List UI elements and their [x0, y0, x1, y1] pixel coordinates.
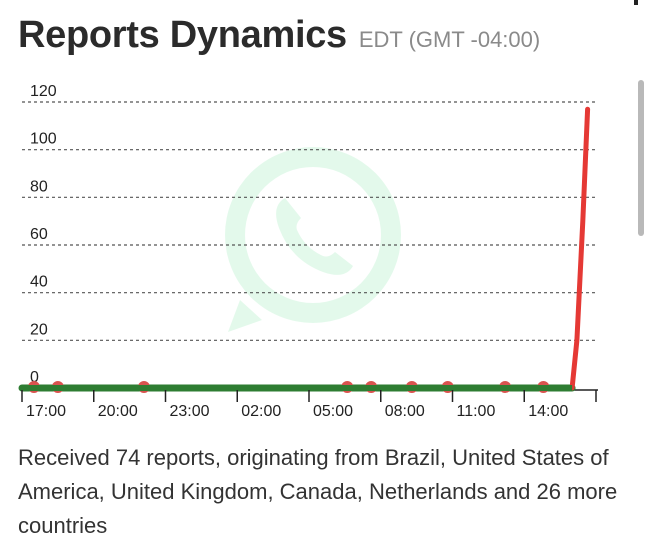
red-series-line [569, 106, 591, 391]
y-tick-label: 100 [30, 131, 57, 148]
x-tick-label: 14:00 [528, 403, 568, 420]
status-notch [634, 0, 638, 5]
x-tick-label: 20:00 [98, 403, 138, 420]
top-edge [0, 0, 650, 8]
y-tick-label: 60 [30, 226, 48, 243]
chart-header: Reports Dynamics EDT (GMT -04:00) [18, 14, 540, 57]
reports-chart: 0 20 40 60 80 100 120 17:00 20:00 23:00 02:00 05:0… [0, 70, 630, 430]
reports-summary: Received 74 reports, originating from Br… [18, 445, 618, 538]
gridlines [22, 101, 598, 341]
y-tick-label: 20 [30, 321, 48, 338]
x-tick-label: 02:00 [241, 403, 281, 420]
data-markers [22, 381, 573, 393]
y-tick-label: 0 [30, 369, 39, 386]
y-tick-label: 80 [30, 178, 48, 195]
x-tick-label: 08:00 [385, 403, 425, 420]
x-tick-label: 05:00 [313, 403, 353, 420]
y-tick-label: 120 [30, 83, 57, 100]
x-axis-ticks: 17:00 20:00 23:00 02:00 05:00 08:00 11:00 14:00 [21, 390, 597, 420]
y-tick-label: 40 [30, 274, 48, 291]
y-axis-ticks: 0 20 40 60 80 100 120 [30, 83, 57, 386]
x-tick-label: 11:00 [457, 403, 496, 420]
whatsapp-logo-icon [225, 147, 401, 332]
page-title: Reports Dynamics [18, 14, 347, 56]
reports-line-chart: 0 20 40 60 80 100 120 17:00 20:00 23:00 02:00 05:0… [18, 83, 598, 420]
vertical-scrollbar[interactable] [638, 80, 644, 236]
x-tick-label: 17:00 [26, 403, 66, 420]
x-tick-label: 23:00 [170, 403, 210, 420]
timezone-label: EDT (GMT -04:00) [358, 27, 541, 52]
